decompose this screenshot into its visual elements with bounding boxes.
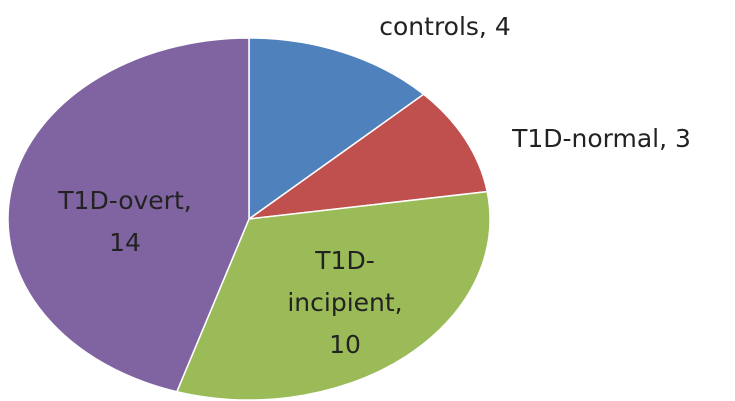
pie-slice — [248, 37, 425, 221]
data-label: T1D-overt, 14 — [58, 186, 192, 257]
pie-slice — [175, 190, 491, 401]
pie-slice — [246, 93, 489, 221]
data-label: T1D-normal, 3 — [512, 124, 691, 153]
data-label: controls, 4 — [379, 12, 511, 41]
pie-slice — [7, 37, 250, 393]
data-label: T1D-incipient, 10 — [287, 246, 403, 359]
